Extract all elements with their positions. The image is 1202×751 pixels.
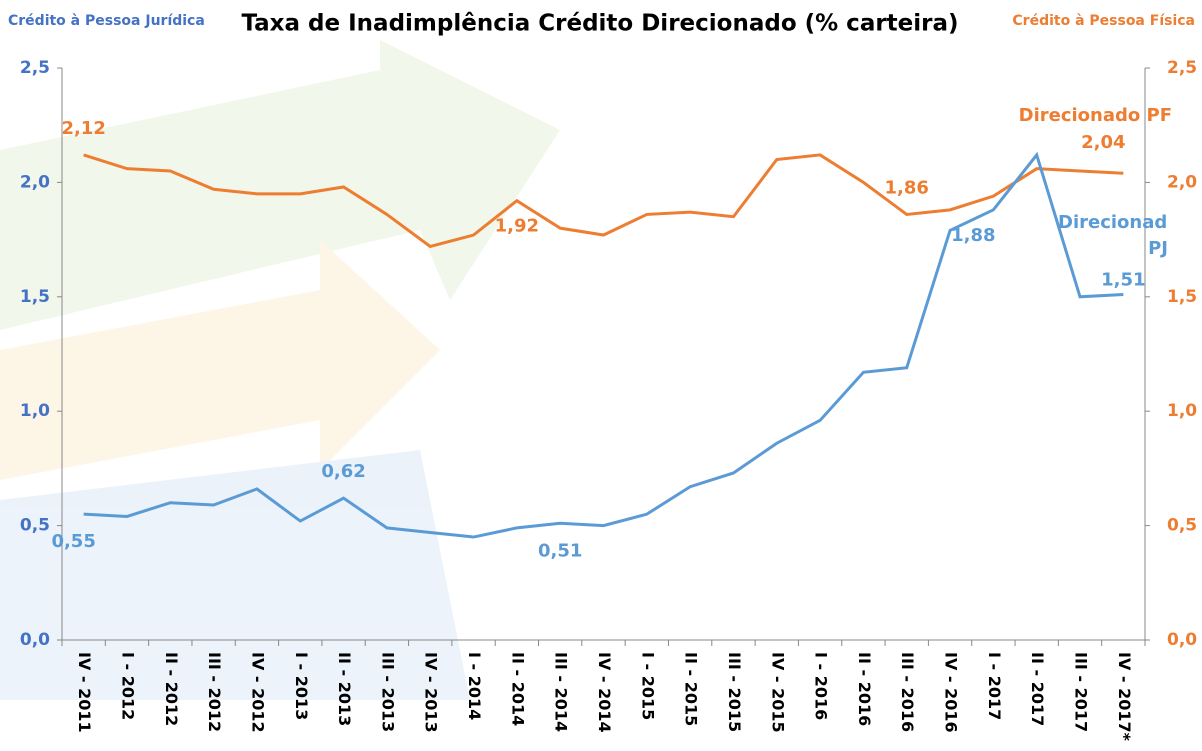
chart-title: Taxa de Inadimplência Crédito Direcionad… bbox=[241, 11, 958, 37]
data-label: 0,55 bbox=[51, 531, 95, 552]
series-line bbox=[83, 151, 1124, 539]
y-axis-title: Crédito à Pessoa Jurídica bbox=[8, 13, 205, 29]
y-tick-label: 2,5 bbox=[20, 58, 50, 78]
y2-tick-label: 1,5 bbox=[1167, 287, 1197, 307]
series-line bbox=[83, 153, 1124, 249]
x-tick-label: I - 2014 bbox=[465, 652, 484, 720]
x-tick-label: IV - 2016 bbox=[942, 652, 961, 733]
y2-tick-label: 0,5 bbox=[1167, 516, 1197, 536]
series-name-text: Direcionado PJ bbox=[1058, 212, 1168, 259]
y2-axis-title: Crédito à Pessoa Física bbox=[1012, 13, 1195, 29]
y-tick-label: 1,5 bbox=[20, 287, 50, 307]
y2-tick-label: 1,0 bbox=[1167, 401, 1197, 421]
x-tick-label: III - 2012 bbox=[205, 652, 224, 732]
data-label: 1,88 bbox=[951, 225, 995, 246]
x-tick-label: I - 2017 bbox=[985, 652, 1004, 720]
y2-tick-label: 2,5 bbox=[1167, 58, 1197, 78]
x-tick-label: II - 2014 bbox=[508, 652, 527, 726]
x-tick-label: II - 2015 bbox=[682, 652, 701, 726]
x-tick-label: III - 2013 bbox=[378, 652, 397, 732]
x-tick-label: IV - 2017* bbox=[1115, 652, 1134, 742]
x-tick-label: IV - 2014 bbox=[595, 652, 614, 733]
x-tick-label: IV - 2012 bbox=[248, 652, 267, 733]
x-tick-label: IV - 2015 bbox=[768, 652, 787, 733]
data-label: 2,04 bbox=[1081, 132, 1125, 153]
x-tick-label: III - 2015 bbox=[725, 652, 744, 732]
background-arrows bbox=[0, 40, 560, 700]
y2-tick-label: 2,0 bbox=[1167, 172, 1197, 192]
x-tick-label: I - 2013 bbox=[292, 652, 311, 720]
series-name: Direcionado PJ bbox=[1058, 212, 1168, 259]
x-tick-label: I - 2012 bbox=[118, 652, 137, 720]
data-label: 1,86 bbox=[885, 177, 929, 198]
series-name-text: Direcionado PF bbox=[1018, 105, 1172, 126]
data-label: 1,51 bbox=[1101, 270, 1145, 291]
data-label: 0,62 bbox=[321, 461, 365, 482]
data-label: 2,12 bbox=[61, 118, 105, 139]
x-tick-label: I - 2016 bbox=[812, 652, 831, 720]
data-label: 1,92 bbox=[495, 216, 539, 237]
x-tick-label: II - 2016 bbox=[855, 652, 874, 726]
x-tick-label: III - 2016 bbox=[898, 652, 917, 732]
x-tick-label: I - 2015 bbox=[638, 652, 657, 720]
x-tick-label: III - 2017 bbox=[1072, 652, 1091, 732]
data-label: 0,51 bbox=[538, 540, 582, 561]
y-tick-label: 0,5 bbox=[20, 516, 50, 536]
y2-tick-label: 0,0 bbox=[1167, 630, 1197, 650]
x-tick-label: IV - 2013 bbox=[422, 652, 441, 733]
y-tick-label: 1,0 bbox=[20, 401, 50, 421]
x-tick-label: II - 2017 bbox=[1028, 652, 1047, 726]
y-tick-label: 2,0 bbox=[20, 172, 50, 192]
x-tick-label: IV - 2011 bbox=[75, 652, 94, 733]
series-name: Direcionado PF bbox=[1018, 105, 1172, 126]
x-tick-label: II - 2012 bbox=[162, 652, 181, 726]
y-tick-label: 0,0 bbox=[20, 630, 50, 650]
x-tick-label: III - 2014 bbox=[552, 652, 571, 732]
x-tick-label: II - 2013 bbox=[335, 652, 354, 726]
